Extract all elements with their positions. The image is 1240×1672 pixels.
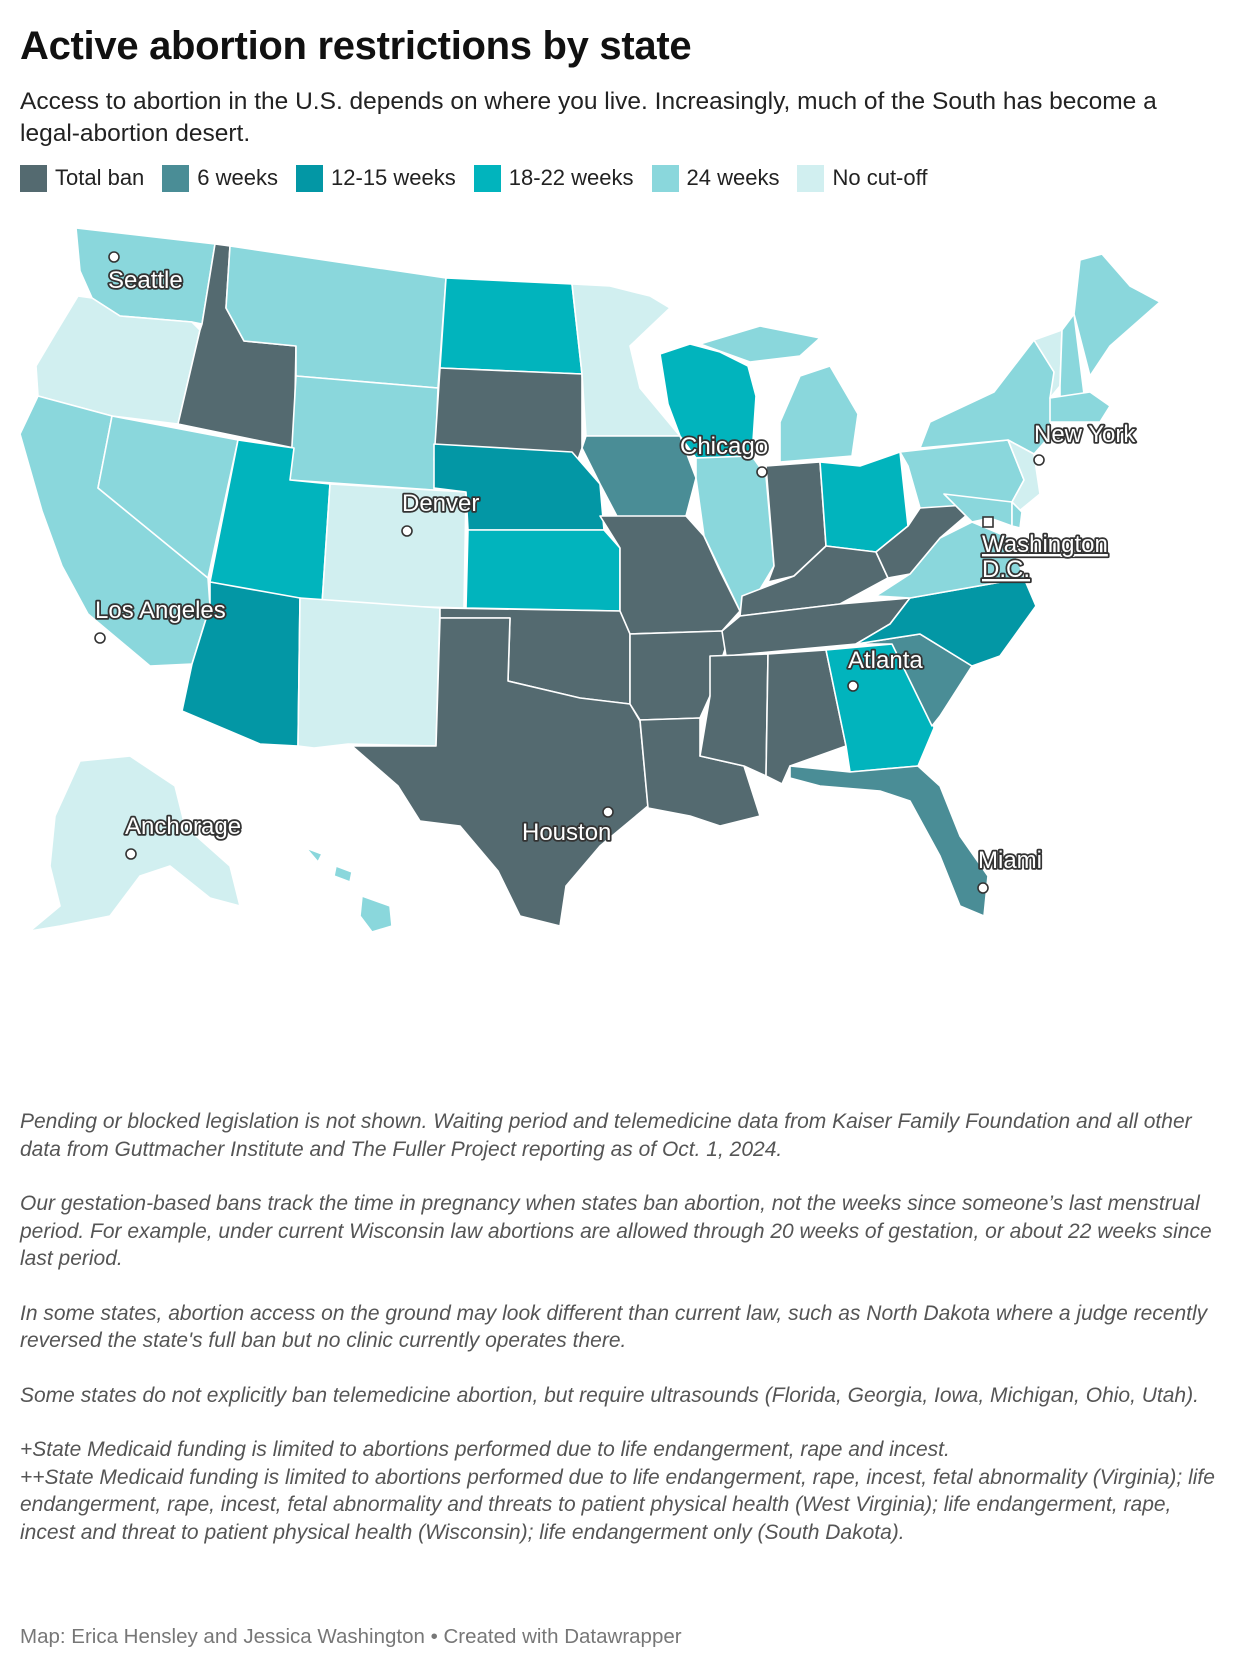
legend-label: 18-22 weeks <box>508 165 634 190</box>
state-louisiana[interactable] <box>639 717 761 827</box>
city-label: Washington <box>982 531 1108 558</box>
state-delaware[interactable] <box>1011 501 1023 529</box>
city-miami: Miami <box>976 845 1044 894</box>
city-label: Anchorage <box>125 813 241 840</box>
legend-swatch <box>797 164 825 192</box>
legend-swatch <box>473 164 501 192</box>
note-1: Pending or blocked legislation is not sh… <box>20 1110 1192 1161</box>
state-texas[interactable] <box>351 617 649 927</box>
note-3: In some states, abortion access on the g… <box>20 1301 1208 1353</box>
state-nevada[interactable] <box>97 415 239 579</box>
city-marker <box>982 516 994 528</box>
city-label: Houston <box>522 819 611 846</box>
state-wisconsin[interactable] <box>659 343 757 459</box>
legend-item-24-weeks: 24 weeks <box>651 164 780 192</box>
note-2: Our gestation-based bans track the time … <box>20 1192 1212 1270</box>
legend-swatch <box>162 164 190 192</box>
state-massachusetts[interactable] <box>1049 391 1111 423</box>
cities-layer: Seattle Los Angeles Denver Chicago New York W… <box>93 251 1138 894</box>
legend-label: 6 weeks <box>197 165 279 190</box>
city-label: Los Angeles <box>95 597 226 624</box>
city-marker <box>756 466 768 478</box>
city-seattle: Seattle <box>106 251 184 296</box>
city-marker <box>1033 454 1045 466</box>
footnotes: Pending or blocked legislation is not sh… <box>20 1108 1220 1546</box>
city-label: Chicago <box>680 433 768 460</box>
legend-label: No cut-off <box>832 165 928 190</box>
map-title: Active abortion restrictions by state <box>20 24 692 68</box>
legend-item-total-ban: Total ban <box>20 164 145 192</box>
legend-swatch <box>651 164 679 192</box>
city-marker <box>108 251 120 263</box>
city-denver: Denver <box>400 488 481 537</box>
city-label: New York <box>1034 421 1136 448</box>
city-atlanta: Atlanta <box>846 645 925 692</box>
note-5: +State Medicaid funding is limited to ab… <box>20 1438 950 1461</box>
city-anchorage: Anchorage <box>123 811 243 860</box>
state-missouri[interactable] <box>599 515 741 635</box>
state-new-york[interactable] <box>919 339 1055 455</box>
state-maine[interactable] <box>1073 253 1161 377</box>
state-maryland[interactable] <box>943 493 1013 527</box>
city-label: Atlanta <box>848 647 923 674</box>
state-vermont[interactable] <box>1033 329 1063 399</box>
city-new-york: New York <box>1032 419 1138 466</box>
state-minnesota[interactable] <box>571 283 681 437</box>
state-michigan[interactable] <box>699 325 859 463</box>
legend-item-12-15-weeks: 12-15 weeks <box>296 164 456 192</box>
legend-label: 24 weeks <box>686 165 780 190</box>
legend-swatch <box>20 164 47 192</box>
note-6: ++State Medicaid funding is limited to a… <box>20 1465 1215 1544</box>
state-alaska[interactable] <box>29 755 241 932</box>
legend-label: Total ban <box>55 165 145 190</box>
city-label: Seattle <box>108 267 183 294</box>
legend-item-6-weeks: 6 weeks <box>162 164 279 192</box>
city-marker <box>602 806 614 818</box>
state-wyoming[interactable] <box>289 375 439 491</box>
us-map: Seattle Los Angeles Denver Chicago New York W… <box>19 227 1161 933</box>
state-hawaii[interactable] <box>305 847 393 933</box>
state-new-mexico[interactable] <box>297 597 441 749</box>
city-label: Denver <box>402 490 479 517</box>
city-marker <box>125 848 137 860</box>
legend-item-18-22-weeks: 18-22 weeks <box>473 164 634 192</box>
city-marker <box>401 525 413 537</box>
credit-line: Map: Erica Hensley and Jessica Washingto… <box>20 1625 682 1648</box>
city-marker <box>847 680 859 692</box>
note-4: Some states do not explicitly ban teleme… <box>20 1383 1199 1407</box>
city-marker <box>977 882 989 894</box>
city-los-angeles: Los Angeles <box>93 595 228 644</box>
city-chicago: Chicago <box>678 431 770 478</box>
state-mississippi[interactable] <box>699 653 769 777</box>
state-north-dakota[interactable] <box>439 277 583 375</box>
city-label: D.C. <box>982 556 1030 583</box>
city-label: Miami <box>978 847 1042 874</box>
city-marker <box>94 632 106 644</box>
legend-label: 12-15 weeks <box>331 165 456 190</box>
city-houston: Houston <box>520 806 614 848</box>
legend-item-no-cut-off: No cut-off <box>797 164 928 192</box>
state-florida[interactable] <box>789 765 989 917</box>
state-kansas[interactable] <box>465 529 621 612</box>
legend-swatch <box>296 164 324 192</box>
state-north-carolina[interactable] <box>855 577 1037 667</box>
states-layer <box>19 227 1161 933</box>
map-subtitle: Access to abortion in the U.S. depends o… <box>20 88 1157 147</box>
legend: Total ban 6 weeks 12-15 weeks 18-22 weeks 24… <box>20 162 1220 194</box>
